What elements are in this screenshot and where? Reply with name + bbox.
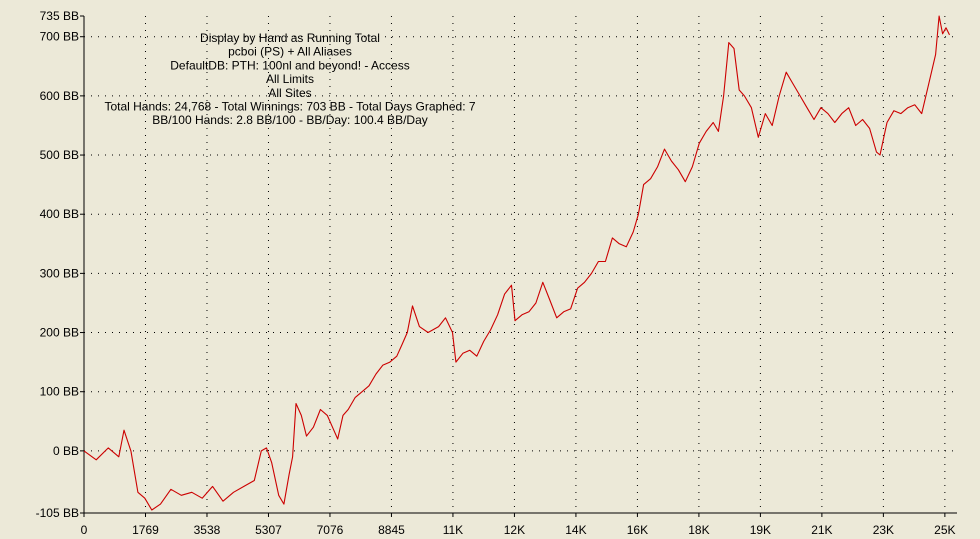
info-line: All Sites xyxy=(268,86,311,100)
series-layer xyxy=(83,15,950,511)
x-tick-label: 8845 xyxy=(378,523,405,537)
x-tick-label: 21K xyxy=(811,523,832,537)
x-tick-label: 1769 xyxy=(132,523,159,537)
x-tick-label: 12K xyxy=(504,523,525,537)
tick-labels: 735 BB 700 BB 600 BB 500 BB 400 BB 300 BB 200 … xyxy=(36,9,956,537)
grid xyxy=(84,16,953,513)
y-tick-label: -105 BB xyxy=(36,506,79,520)
x-tick-label: 16K xyxy=(627,523,648,537)
y-tick-label: 600 BB xyxy=(40,89,79,103)
x-tick-label: 5307 xyxy=(255,523,282,537)
x-tick-label: 7076 xyxy=(317,523,344,537)
x-tick-label: 18K xyxy=(688,523,709,537)
y-tick-label: 300 BB xyxy=(40,266,79,280)
y-tick-label: 200 BB xyxy=(40,326,79,340)
x-tick-label: 19K xyxy=(750,523,771,537)
info-line: pcboi (PS) + All Aliases xyxy=(228,45,352,59)
x-tick-label: 25K xyxy=(934,523,955,537)
y-tick-label: 735 BB xyxy=(40,9,79,23)
y-tick-label: 700 BB xyxy=(40,30,79,44)
running-total-line xyxy=(83,15,950,511)
info-line: All Limits xyxy=(266,72,314,86)
info-line: BB/100 Hands: 2.8 BB/100 - BB/Day: 100.4… xyxy=(152,113,428,127)
x-tick-label: 14K xyxy=(565,523,586,537)
axes xyxy=(83,16,957,514)
info-line: DefaultDB: PTH: 100nl and beyond! - Acce… xyxy=(170,58,409,72)
x-tick-label: 3538 xyxy=(194,523,221,537)
y-tick-label: 400 BB xyxy=(40,207,79,221)
x-tick-label: 0 xyxy=(81,523,88,537)
y-tick-label: 100 BB xyxy=(40,385,79,399)
info-line: Display by Hand as Running Total xyxy=(200,31,380,45)
y-tick-label: 500 BB xyxy=(40,148,79,162)
y-tick-label: 0 BB xyxy=(53,444,79,458)
x-tick-label: 23K xyxy=(873,523,894,537)
x-tick-label: 11K xyxy=(443,523,463,537)
info-line: Total Hands: 24,768 - Total Winnings: 70… xyxy=(104,100,475,114)
